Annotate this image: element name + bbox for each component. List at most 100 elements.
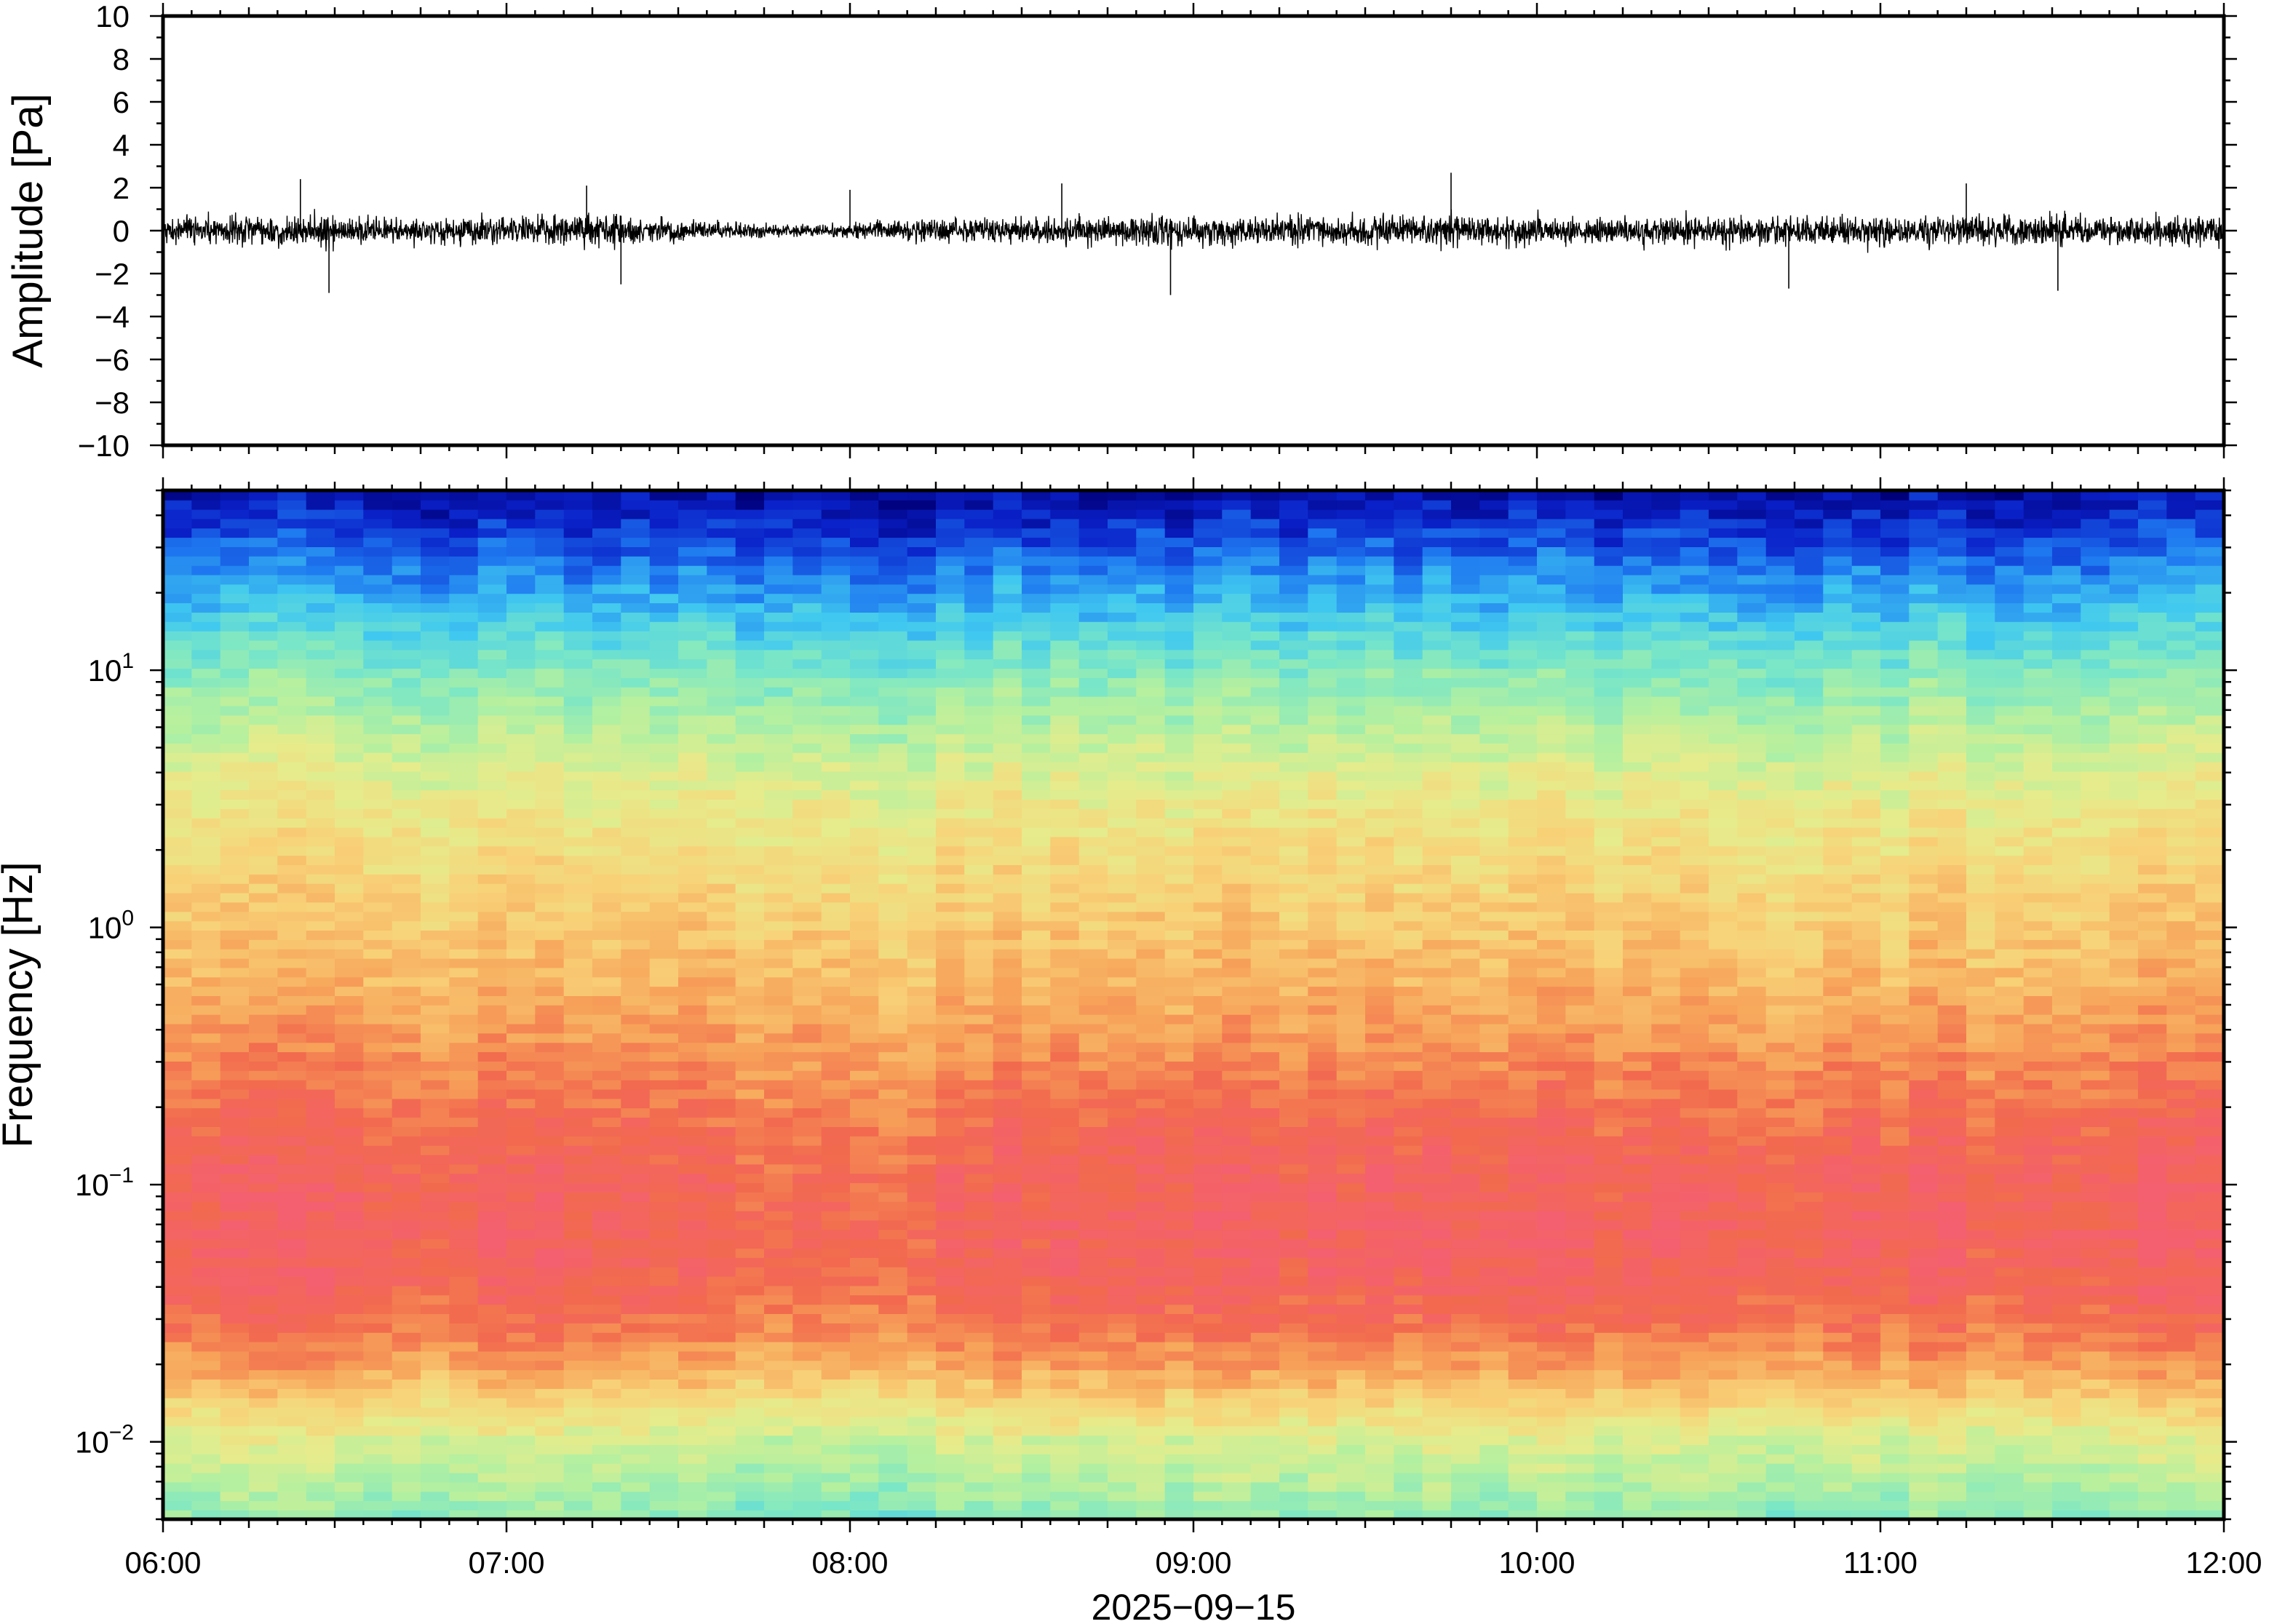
- spectrogram-cell: [850, 1163, 880, 1174]
- spectrogram-cell: [163, 967, 193, 978]
- spectrogram-cell: [1164, 1061, 1194, 1071]
- spectrogram-cell: [1108, 1061, 1137, 1071]
- spectrogram-cell: [1193, 1192, 1223, 1202]
- spectrogram-cell: [477, 1500, 507, 1510]
- spectrogram-cell: [220, 1201, 250, 1211]
- spectrogram-cell: [936, 1005, 966, 1015]
- spectrogram-cell: [1108, 1472, 1137, 1483]
- spectrogram-cell: [850, 668, 880, 678]
- spectrogram-cell: [735, 1481, 765, 1492]
- spectrogram-cell: [220, 565, 250, 576]
- spectrogram-cell: [821, 743, 851, 753]
- spectrogram-cell: [878, 1192, 908, 1202]
- spectrogram-cell: [1136, 799, 1166, 809]
- spectrogram-cell: [1164, 1032, 1194, 1043]
- spectrogram-cell: [506, 986, 536, 996]
- spectrogram-cell: [191, 1210, 221, 1221]
- spectrogram-cell: [735, 836, 765, 847]
- spectrogram-cell: [563, 799, 593, 809]
- spectrogram-cell: [363, 705, 393, 716]
- spectrogram-cell: [506, 1304, 536, 1314]
- spectrogram-cell: [993, 743, 1022, 753]
- spectrogram-cell: [1108, 864, 1137, 875]
- spectrogram-cell: [678, 1360, 708, 1371]
- spectrogram-cell: [449, 1079, 479, 1090]
- spectrogram-cell: [191, 640, 221, 650]
- spectrogram-cell: [1422, 883, 1452, 893]
- spectrogram-cell: [850, 715, 880, 725]
- spectrogram-cell: [1422, 528, 1452, 538]
- spectrogram-cell: [220, 1379, 250, 1389]
- spectrogram-cell: [506, 771, 536, 781]
- spectrogram-cell: [563, 1379, 593, 1389]
- spectrogram-cell: [592, 939, 622, 950]
- spectrogram-cell: [421, 686, 450, 697]
- spectrogram-cell: [735, 986, 765, 996]
- spectrogram-cell: [220, 761, 250, 772]
- spectrogram-cell: [792, 1500, 822, 1510]
- spectrogram-cell: [535, 1462, 565, 1473]
- spectrogram-cell: [335, 1341, 365, 1352]
- spectrogram-cell: [1336, 743, 1366, 753]
- spectrogram-cell: [1336, 705, 1366, 716]
- spectrogram-cell: [964, 1126, 994, 1137]
- spectrogram-cell: [1422, 864, 1452, 875]
- spectrogram-cell: [993, 817, 1022, 828]
- spectrogram-cell: [964, 1388, 994, 1398]
- spectrogram-cell: [1250, 537, 1280, 547]
- spectrogram-cell: [707, 799, 736, 809]
- spectrogram-cell: [764, 864, 794, 875]
- spectrogram-cell: [1078, 855, 1108, 865]
- spectrogram-cell: [421, 509, 450, 520]
- spectrogram-cell: [277, 574, 307, 585]
- spectrogram-cell: [1164, 1210, 1194, 1221]
- spectrogram-cell: [1108, 565, 1137, 576]
- spectrogram-cell: [735, 976, 765, 987]
- spectrogram-cell: [1050, 1285, 1080, 1296]
- spectrogram-cell: [191, 715, 221, 725]
- spectrogram-cell: [850, 565, 880, 576]
- spectrogram-cell: [764, 1079, 794, 1090]
- spectrogram-cell: [621, 1238, 651, 1249]
- spectrogram-cell: [936, 696, 966, 706]
- spectrogram-cell: [421, 743, 450, 753]
- spectrogram-cell: [1078, 1163, 1108, 1174]
- spectrogram-cell: [1164, 986, 1194, 996]
- spectrogram-cell: [506, 864, 536, 875]
- spectrogram-cell: [1336, 593, 1366, 604]
- spectrogram-cell: [1222, 827, 1252, 837]
- spectrogram-cell: [907, 499, 937, 510]
- spectrogram-cell: [1308, 518, 1338, 529]
- spectrogram-cell: [1222, 1238, 1252, 1249]
- spectrogram-cell: [678, 658, 708, 669]
- spectrogram-cell: [363, 1406, 393, 1417]
- spectrogram-cell: [421, 1369, 450, 1380]
- spectrogram-cell: [477, 995, 507, 1006]
- spectrogram-cell: [1022, 1500, 1052, 1510]
- spectrogram-cell: [707, 780, 736, 791]
- spectrogram-cell: [563, 1369, 593, 1380]
- spectrogram-cell: [850, 761, 880, 772]
- spectrogram-cell: [678, 584, 708, 594]
- spectrogram-cell: [449, 715, 479, 725]
- spectrogram-cell: [592, 1107, 622, 1118]
- spectrogram-cell: [1108, 593, 1137, 604]
- spectrogram-cell: [306, 939, 335, 950]
- spectrogram-cell: [1394, 1136, 1423, 1146]
- spectrogram-cell: [220, 855, 250, 865]
- spectrogram-cell: [649, 556, 679, 566]
- spectrogram-cell: [306, 1379, 335, 1389]
- spectrogram-cell: [1308, 1472, 1338, 1483]
- spectrogram-cell: [563, 686, 593, 697]
- spectrogram-cell: [1336, 1510, 1366, 1520]
- spectrogram-cell: [907, 686, 937, 697]
- spectrogram-cell: [335, 958, 365, 968]
- spectrogram-cell: [421, 1294, 450, 1305]
- spectrogram-cell: [878, 799, 908, 809]
- spectrogram-cell: [1308, 621, 1338, 632]
- spectrogram-cell: [1308, 1201, 1338, 1211]
- spectrogram-cell: [1336, 574, 1366, 585]
- spectrogram-cell: [907, 883, 937, 893]
- spectrogram-cell: [1336, 1051, 1366, 1062]
- spectrogram-cell: [363, 1229, 393, 1240]
